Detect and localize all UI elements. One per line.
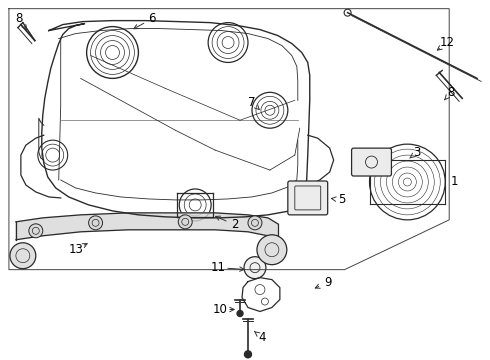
Circle shape [237,310,243,316]
Circle shape [89,216,102,230]
Text: 3: 3 [414,145,421,159]
Circle shape [244,257,266,279]
Circle shape [29,224,43,238]
Circle shape [178,215,192,229]
Text: 7: 7 [248,96,256,109]
Text: 9: 9 [324,276,331,289]
FancyBboxPatch shape [288,181,328,215]
Text: 2: 2 [231,218,239,231]
Circle shape [10,243,36,269]
Text: 10: 10 [213,303,227,316]
Text: 8: 8 [447,86,455,99]
Circle shape [257,235,287,265]
Circle shape [245,351,251,358]
Text: 4: 4 [258,331,266,344]
Text: 5: 5 [338,193,345,206]
Text: 12: 12 [440,36,455,49]
Text: 13: 13 [68,243,83,256]
Polygon shape [16,213,278,244]
Text: 1: 1 [450,175,458,189]
Circle shape [248,216,262,230]
FancyBboxPatch shape [352,148,392,176]
Text: 8: 8 [15,12,23,25]
Text: 6: 6 [148,12,156,25]
Text: 11: 11 [211,261,225,274]
